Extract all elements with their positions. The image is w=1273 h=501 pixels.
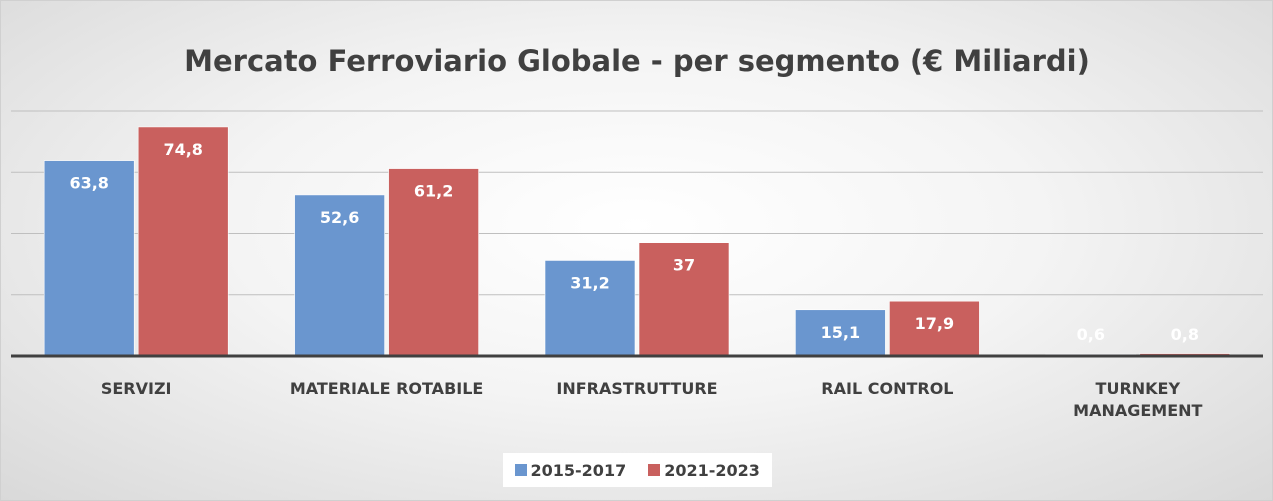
legend: 2015-2017 2021-2023: [502, 453, 772, 487]
data-label: 0,8: [1171, 325, 1199, 344]
bar: [43, 160, 135, 357]
bar: [544, 260, 636, 357]
legend-item: 2015-2017: [514, 460, 627, 480]
chart-title: Mercato Ferroviario Globale - per segmen…: [184, 44, 1090, 78]
data-label: 31,2: [570, 273, 609, 292]
x-tick-label: SERVIZI: [100, 379, 172, 398]
data-label: 0,6: [1077, 325, 1105, 344]
x-tick-label: INFRASTRUTTURE: [556, 379, 718, 398]
data-label: 37: [673, 256, 695, 275]
data-label: 15,1: [821, 323, 860, 342]
legend-swatch: [648, 464, 661, 476]
legend-label: 2021-2023: [664, 460, 760, 480]
bar: [638, 242, 730, 357]
data-label: 52,6: [320, 208, 359, 227]
data-label: 63,8: [69, 174, 108, 193]
legend-item: 2021-2023: [648, 461, 760, 480]
bar: [137, 126, 229, 357]
bar: [294, 194, 385, 357]
data-label: 74,8: [163, 140, 202, 159]
bar: [795, 309, 886, 357]
bar: [889, 300, 980, 357]
x-tick-label: MATERIALE ROTABILE: [289, 379, 484, 398]
bar: [388, 168, 479, 357]
x-tick-label: RAIL CONTROL: [821, 379, 954, 398]
x-tick-label: TURNKEY MANAGEMENT: [1073, 379, 1203, 420]
legend-swatch: [514, 464, 527, 476]
data-label: 61,2: [414, 182, 453, 201]
data-label: 17,9: [915, 314, 954, 333]
legend-label: 2015-2017: [530, 460, 627, 480]
